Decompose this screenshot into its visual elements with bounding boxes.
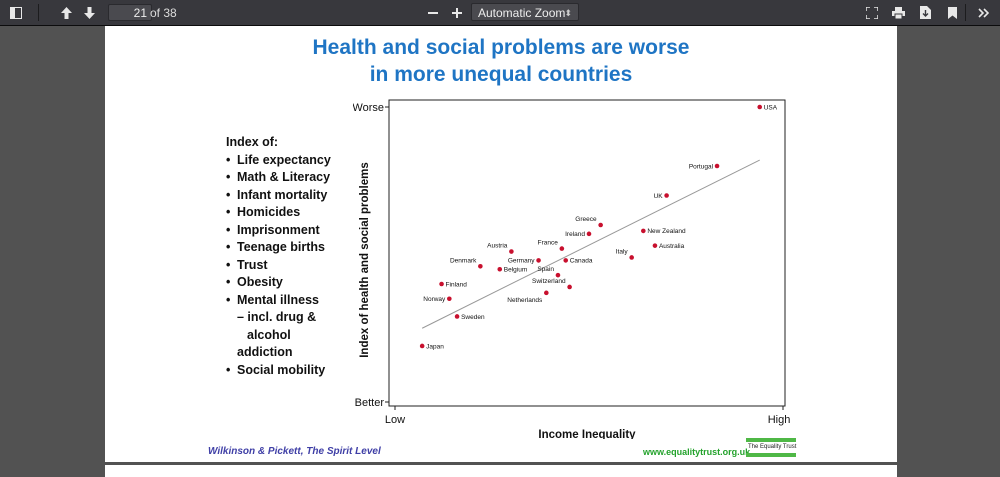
index-item: Infant mortality (226, 187, 331, 205)
y-tick-label-better: Better (355, 397, 385, 409)
index-heading: Index of: (226, 135, 279, 149)
slide-title-line1: Health and social problems are worse (312, 36, 690, 59)
index-item: Math & Literacy (226, 169, 331, 187)
index-item: Social mobility (226, 362, 331, 380)
index-item: Life expectancy (226, 152, 331, 170)
slide-title: Health and social problems are worse in … (105, 34, 897, 88)
trend-line (421, 159, 760, 329)
data-label-austria: Austria (487, 243, 508, 250)
data-point-switzerland (567, 284, 572, 290)
data-point-uk (664, 193, 669, 198)
page-number-input[interactable] (108, 4, 152, 21)
data-label-spain: Spain (537, 266, 554, 273)
index-item: Obesity (226, 274, 331, 292)
download-icon[interactable] (916, 0, 934, 25)
previous-page-icon[interactable] (56, 0, 76, 25)
index-subitem-line: alcohol (247, 327, 291, 342)
data-point-belgium (497, 266, 503, 272)
logo-bar (746, 438, 796, 442)
website-link[interactable]: www.equalitytrust.org.uk (643, 447, 751, 457)
index-item: Imprisonment (226, 222, 331, 240)
data-point-new-zealand (641, 228, 646, 234)
data-label-italy: Italy (616, 248, 629, 255)
data-label-netherlands: Netherlands (507, 297, 543, 304)
data-point-finland (439, 281, 444, 287)
data-point-japan (419, 343, 425, 349)
x-tick-label-low: Low (385, 414, 405, 426)
index-item: Teenage births (226, 239, 331, 257)
x-tick-label-high: High (768, 414, 791, 426)
page-count-label: of 38 (150, 6, 177, 20)
zoom-select-value: Automatic Zoom (478, 6, 566, 20)
tools-icon[interactable] (974, 0, 992, 25)
data-point-netherlands (544, 290, 549, 296)
index-list: Index of: Life expectancy Math & Literac… (226, 134, 331, 379)
data-label-ireland: Ireland (565, 231, 585, 238)
zoom-out-icon[interactable] (424, 0, 442, 25)
data-point-portugal (714, 163, 720, 169)
zoom-select[interactable]: Automatic Zoom ⬍ (471, 3, 579, 21)
data-label-sweden: Sweden (461, 314, 485, 321)
index-item: Mental illness (226, 292, 331, 310)
scatter-chart: USA Portugal UK Greece Ireland New Zealand Aus… (353, 99, 791, 439)
data-label-switzerland: Switzerland (532, 278, 566, 285)
data-label-usa: USA (764, 104, 778, 111)
x-axis-title: Income Inequality (538, 429, 636, 439)
data-point-australia (652, 243, 658, 248)
data-label-france: France (538, 240, 559, 247)
equality-trust-logo: The Equality Trust (746, 438, 796, 460)
zoom-in-icon[interactable] (448, 0, 466, 25)
data-point-austria (509, 249, 514, 254)
data-point-denmark (478, 264, 483, 269)
data-point-france (559, 246, 565, 251)
index-subitem-line: – incl. drug & (237, 310, 317, 324)
data-label-canada: Canada (570, 258, 593, 265)
data-label-portugal: Portugal (689, 163, 714, 170)
slide-title-line2: in more unequal countries (369, 63, 633, 86)
data-point-italy (629, 255, 634, 260)
next-page-icon[interactable] (79, 0, 99, 25)
data-point-spain (555, 272, 561, 278)
toolbar-separator (965, 4, 966, 21)
data-point-greece (598, 222, 603, 228)
presentation-mode-icon[interactable] (863, 0, 881, 25)
data-label-norway: Norway (423, 296, 446, 303)
print-icon[interactable] (889, 0, 907, 25)
toolbar-separator (38, 4, 39, 21)
index-item: Trust (226, 257, 331, 275)
index-item: Homicides (226, 204, 331, 222)
sidebar-toggle-icon[interactable] (6, 0, 26, 25)
data-point-usa (757, 104, 763, 110)
pdf-toolbar: of 38 Automatic Zoom ⬍ (0, 0, 1000, 26)
chevron-updown-icon: ⬍ (564, 8, 572, 18)
data-label-new-zealand: New Zealand (647, 228, 686, 235)
index-subitem-line: addiction (237, 345, 293, 359)
data-point-ireland (586, 231, 592, 237)
bookmark-icon[interactable] (943, 0, 961, 25)
plot-frame (388, 99, 786, 407)
logo-text: The Equality Trust (748, 444, 797, 450)
data-point-sweden (454, 314, 460, 319)
y-tick-label-worse: Worse (353, 102, 384, 114)
data-point-germany (536, 258, 541, 263)
data-label-uk: UK (654, 193, 664, 200)
y-axis-title: Index of health and social problems (359, 162, 371, 358)
data-label-japan: Japan (426, 343, 444, 350)
data-label-greece: Greece (575, 216, 597, 223)
data-label-belgium: Belgium (504, 267, 527, 274)
index-subitem: – incl. drug & alcohol addiction (226, 309, 331, 362)
logo-bar (746, 453, 796, 457)
data-label-finland: Finland (446, 281, 468, 288)
next-pdf-page (105, 465, 897, 477)
pdf-page: Health and social problems are worse in … (105, 26, 897, 462)
citation: Wilkinson & Pickett, The Spirit Level (208, 446, 381, 457)
data-label-australia: Australia (659, 243, 685, 250)
data-label-denmark: Denmark (450, 257, 477, 264)
data-point-canada (563, 258, 569, 263)
data-point-norway (447, 296, 452, 302)
data-label-germany: Germany (508, 258, 535, 265)
